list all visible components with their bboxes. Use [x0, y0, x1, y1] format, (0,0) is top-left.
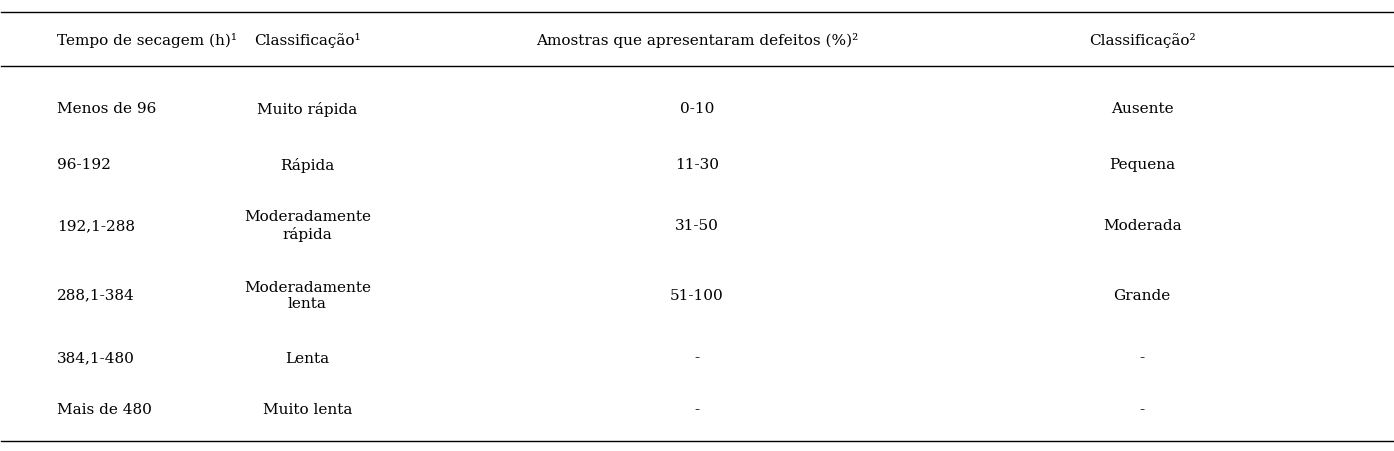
Text: -: -	[1140, 351, 1144, 365]
Text: Muito rápida: Muito rápida	[258, 101, 358, 116]
Text: 11-30: 11-30	[675, 158, 719, 172]
Text: Lenta: Lenta	[286, 351, 329, 365]
Text: Moderada: Moderada	[1103, 219, 1182, 232]
Text: Moderadamente
lenta: Moderadamente lenta	[244, 280, 371, 310]
Text: 51-100: 51-100	[671, 288, 723, 302]
Text: Ausente: Ausente	[1111, 102, 1174, 116]
Text: -: -	[1140, 402, 1144, 416]
Text: Classificação²: Classificação²	[1089, 33, 1196, 48]
Text: -: -	[694, 402, 700, 416]
Text: 31-50: 31-50	[675, 219, 719, 232]
Text: Grande: Grande	[1114, 288, 1171, 302]
Text: -: -	[694, 351, 700, 365]
Text: 96-192: 96-192	[57, 158, 112, 172]
Text: Mais de 480: Mais de 480	[57, 402, 152, 416]
Text: Rápida: Rápida	[280, 157, 335, 172]
Text: Classificação¹: Classificação¹	[254, 33, 361, 48]
Text: Amostras que apresentaram defeitos (%)²: Amostras que apresentaram defeitos (%)²	[535, 33, 859, 48]
Text: 288,1-384: 288,1-384	[57, 288, 135, 302]
Text: Pequena: Pequena	[1110, 158, 1175, 172]
Text: Menos de 96: Menos de 96	[57, 102, 156, 116]
Text: 384,1-480: 384,1-480	[57, 351, 135, 365]
Text: Moderadamente
rápida: Moderadamente rápida	[244, 210, 371, 241]
Text: Muito lenta: Muito lenta	[263, 402, 353, 416]
Text: 0-10: 0-10	[680, 102, 714, 116]
Text: 192,1-288: 192,1-288	[57, 219, 135, 232]
Text: Tempo de secagem (h)¹: Tempo de secagem (h)¹	[57, 33, 237, 48]
